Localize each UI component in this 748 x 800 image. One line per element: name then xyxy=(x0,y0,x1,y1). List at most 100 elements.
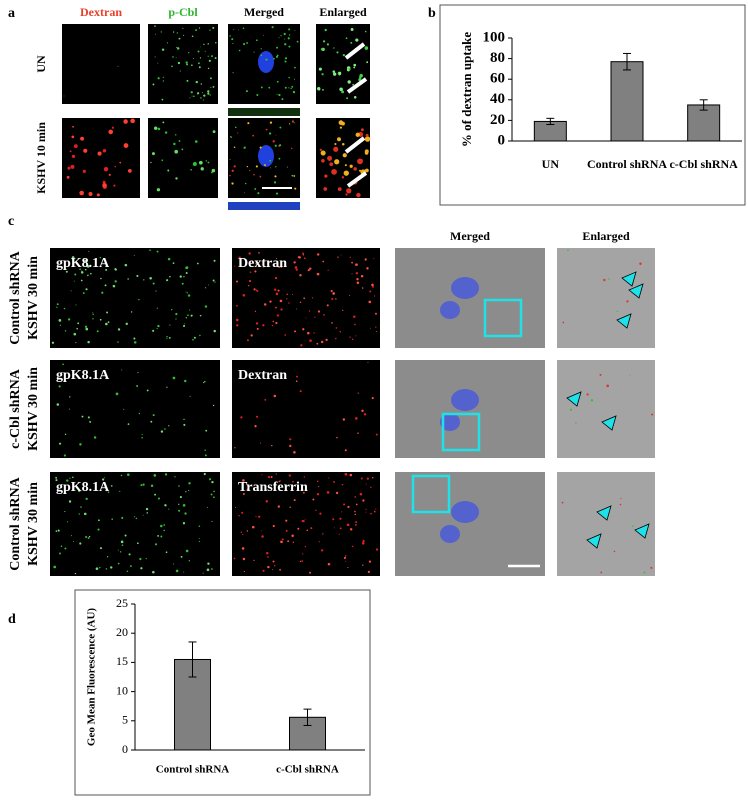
fluorescent-dot xyxy=(208,478,212,481)
nucleus xyxy=(440,413,460,431)
y-tick-label: 100 xyxy=(483,29,506,45)
fluorescent-dot xyxy=(364,151,369,155)
fluorescent-dot xyxy=(276,54,279,57)
fluorescent-dot xyxy=(319,148,322,151)
fluorescent-dot xyxy=(260,54,263,57)
fluorescent-dot xyxy=(236,324,239,327)
fluorescent-dot xyxy=(318,541,320,543)
fluorescent-dot xyxy=(271,26,274,29)
fluorescent-dot xyxy=(274,144,277,147)
fluorescent-dot xyxy=(319,512,322,515)
micrograph xyxy=(232,360,380,458)
roi-box xyxy=(441,412,481,452)
fluorescent-dot xyxy=(123,119,128,124)
y-tick-label: 80 xyxy=(490,50,505,66)
fluorescent-dot xyxy=(55,530,58,532)
fluorescent-dot xyxy=(365,483,367,485)
nucleus xyxy=(258,51,274,73)
fluorescent-dot xyxy=(207,55,209,57)
fluorescent-dot xyxy=(366,61,369,64)
fluorescent-dot xyxy=(367,361,369,363)
y-tick-label: 20 xyxy=(116,625,128,639)
fluorescent-dot xyxy=(191,35,194,38)
fluorescent-dot xyxy=(270,167,271,169)
fluorescent-dot xyxy=(248,279,252,283)
fluorescent-dot xyxy=(55,479,58,482)
micrograph xyxy=(232,472,380,576)
fluorescent-dot xyxy=(130,118,135,124)
fluorescent-dot xyxy=(154,33,156,35)
fluorescent-dot xyxy=(246,484,249,487)
fluorescent-dot xyxy=(293,451,296,454)
fluorescent-dot xyxy=(337,256,339,258)
fluorescent-dot xyxy=(172,31,175,33)
fluorescent-dot xyxy=(86,265,90,268)
fluorescent-dot xyxy=(211,171,213,174)
fluorescent-dot xyxy=(326,304,329,307)
fluorescent-dot xyxy=(320,340,324,344)
arrowhead xyxy=(621,271,637,287)
error-bar xyxy=(303,708,312,726)
fluorescent-dot xyxy=(77,322,80,325)
merged-strip xyxy=(228,108,300,116)
fluorescent-dot xyxy=(90,272,92,275)
fluorescent-dot xyxy=(59,324,62,326)
fluorescent-dot xyxy=(275,192,279,195)
fluorescent-dot xyxy=(72,476,74,479)
fluorescent-dot xyxy=(324,28,327,32)
fluorescent-dot xyxy=(366,267,369,270)
panel-label: b xyxy=(428,6,436,21)
fluorescent-dot xyxy=(288,474,291,477)
y-tick-label: 5 xyxy=(122,713,128,727)
fluorescent-dot xyxy=(130,565,132,567)
fluorescent-dot xyxy=(332,70,336,73)
fluorescent-dot xyxy=(267,565,270,569)
y-axis-title: Geo Mean Fluorescence (AU) xyxy=(86,608,98,747)
fluorescent-dot xyxy=(269,121,273,124)
y-tick-label: 0 xyxy=(498,132,506,148)
fluorescent-dot xyxy=(332,292,335,295)
fluorescent-dot xyxy=(212,130,216,134)
fluorescent-dot xyxy=(304,545,307,548)
fluorescent-dot xyxy=(274,175,277,178)
fluorescent-dot xyxy=(55,476,58,479)
fluorescent-dot xyxy=(268,86,271,89)
fluorescent-dot xyxy=(68,500,72,503)
fluorescent-dot xyxy=(200,167,204,171)
fluorescent-dot xyxy=(150,161,152,164)
fluorescent-dot xyxy=(92,312,94,314)
fluorescent-dot xyxy=(248,252,251,255)
fluorescent-dot xyxy=(175,569,179,573)
fluorescent-dot xyxy=(88,191,93,196)
fluorescent-dot xyxy=(139,557,142,561)
fluorescent-dot xyxy=(97,528,100,531)
fluorescent-dot xyxy=(105,268,108,271)
fluorescent-dot xyxy=(362,539,365,543)
fluorescent-dot xyxy=(288,87,290,89)
fluorescent-dot xyxy=(269,300,272,303)
fluorescent-dot xyxy=(198,66,201,69)
fluorescent-dot xyxy=(347,505,350,509)
fluorescent-dot xyxy=(255,516,257,518)
fluorescent-dot xyxy=(179,70,181,72)
fluorescent-dot xyxy=(209,94,211,96)
fluorescent-dot xyxy=(329,162,334,167)
fluorescent-dot xyxy=(119,161,122,164)
fluorescent-dot xyxy=(336,137,341,142)
fluorescent-dot xyxy=(160,535,163,538)
error-bar xyxy=(623,52,631,71)
fluorescent-dot xyxy=(365,511,367,513)
fluorescent-dot xyxy=(355,38,359,42)
fluorescent-dot xyxy=(349,528,353,531)
fluorescent-dot xyxy=(275,55,279,58)
fluorescent-dot xyxy=(121,516,124,520)
fluorescent-dot xyxy=(292,541,294,543)
fluorescent-dot xyxy=(375,548,379,551)
fluorescent-dot xyxy=(324,174,328,178)
fluorescent-dot xyxy=(117,65,119,67)
fluorescent-dot xyxy=(177,47,180,50)
fluorescent-dot xyxy=(258,252,260,254)
fluorescent-dot xyxy=(73,280,75,282)
fluorescent-dot xyxy=(333,72,337,76)
fluorescent-dot xyxy=(295,380,298,383)
